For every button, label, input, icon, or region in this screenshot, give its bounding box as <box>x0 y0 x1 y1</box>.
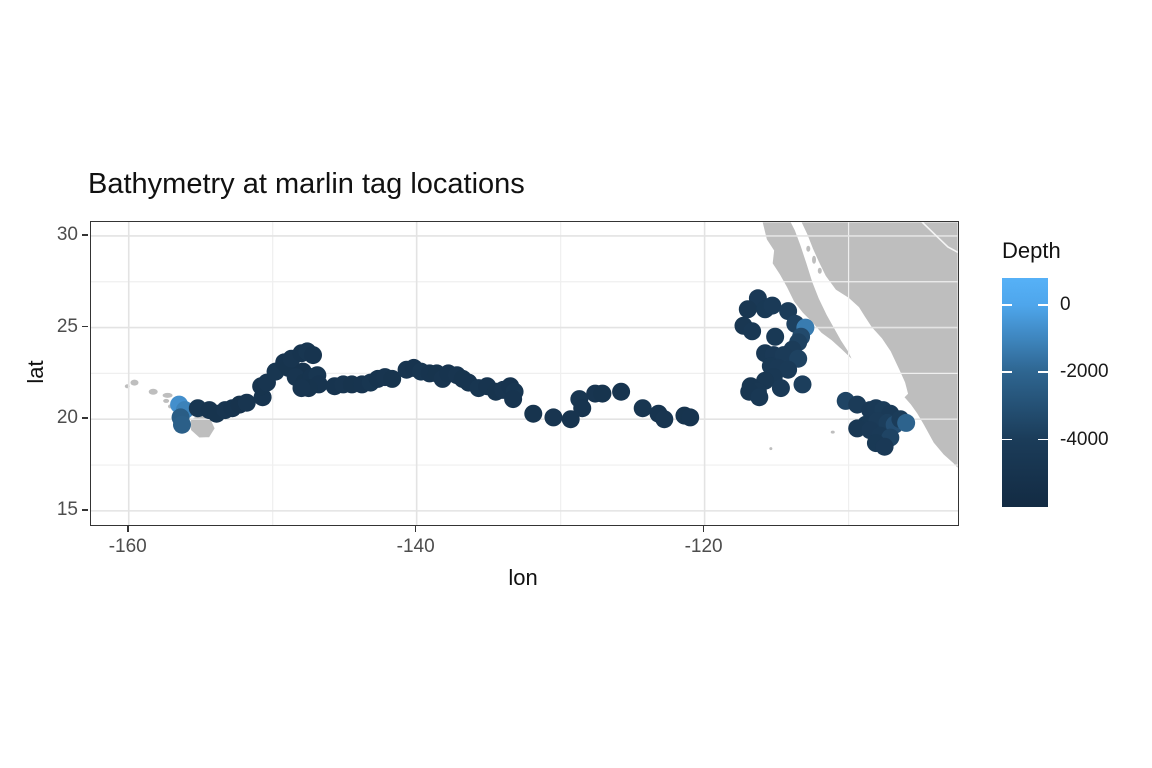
tag-location-point <box>292 379 311 398</box>
tag-location-point <box>793 375 812 394</box>
island-lanai <box>163 398 170 403</box>
x-tick-label: -160 <box>108 536 147 557</box>
y-tick-label: 25 <box>56 315 78 337</box>
tag-location-point <box>524 404 543 423</box>
y-tick-mark <box>82 234 88 236</box>
legend-tick-mark <box>1002 371 1012 374</box>
tag-location-point <box>771 379 790 398</box>
tag-location-point <box>633 399 652 418</box>
tag-location-point <box>544 408 563 427</box>
island-islet-2 <box>769 447 773 451</box>
border-state-border <box>921 222 958 254</box>
tag-location-point <box>504 390 523 409</box>
y-axis-title: lat <box>23 360 48 384</box>
island-islet-1 <box>830 430 835 434</box>
legend-tick-mark <box>1002 304 1012 306</box>
tag-location-point <box>304 346 323 365</box>
legend-tick-label: -2000 <box>1060 361 1109 383</box>
x-tick-label: -120 <box>684 536 723 557</box>
tag-location-point <box>573 399 592 418</box>
y-tick-label: 15 <box>56 498 78 520</box>
tag-location-point <box>383 369 402 388</box>
island-gulf-island-2 <box>812 255 817 264</box>
x-tick-mark <box>126 526 129 532</box>
tag-location-point <box>593 384 612 403</box>
tag-location-point <box>612 382 631 401</box>
x-axis-title: lon <box>508 565 538 590</box>
tag-location-point <box>875 437 894 456</box>
legend-tick-mark <box>1038 371 1048 374</box>
x-tick-label: -140 <box>396 536 435 557</box>
tag-location-point <box>172 415 191 434</box>
y-tick-mark <box>82 325 88 328</box>
island-gulf-island-1 <box>806 245 811 252</box>
tag-location-point <box>766 327 785 346</box>
legend-colorbar <box>1002 278 1048 507</box>
y-tick-label: 20 <box>56 407 78 429</box>
land-polygon-mainland-mexico <box>800 222 958 470</box>
island-kauai <box>130 379 139 386</box>
y-tick-mark <box>82 417 88 420</box>
tag-location-point <box>750 388 769 407</box>
y-tick-mark <box>82 509 88 511</box>
tag-location-point <box>237 393 256 412</box>
tag-location-point <box>897 413 916 432</box>
tag-location-point <box>561 410 580 429</box>
x-tick-mark <box>702 526 705 532</box>
map-plot <box>91 222 958 525</box>
island-oahu <box>148 388 158 395</box>
tag-location-point <box>743 322 762 341</box>
y-tick-label: 30 <box>56 223 78 245</box>
tag-location-point <box>779 360 798 379</box>
island-molokai <box>162 392 173 398</box>
tag-location-point <box>763 296 782 315</box>
tag-location-point <box>655 410 674 429</box>
tag-location-point <box>738 300 757 319</box>
legend-tick-label: -4000 <box>1060 428 1109 450</box>
plot-panel <box>90 221 959 526</box>
legend-tick-mark <box>1002 438 1012 441</box>
land-polygon-baja-california <box>761 222 854 361</box>
island-gulf-island-3 <box>817 267 822 274</box>
tag-location-point <box>681 408 700 427</box>
legend-tick-mark <box>1038 304 1048 306</box>
plot-title: Bathymetry at marlin tag locations <box>88 168 525 200</box>
legend-title: Depth <box>1002 238 1061 263</box>
legend-tick-label: 0 <box>1060 293 1071 315</box>
x-tick-mark <box>414 526 417 532</box>
legend-tick-mark <box>1038 438 1048 441</box>
